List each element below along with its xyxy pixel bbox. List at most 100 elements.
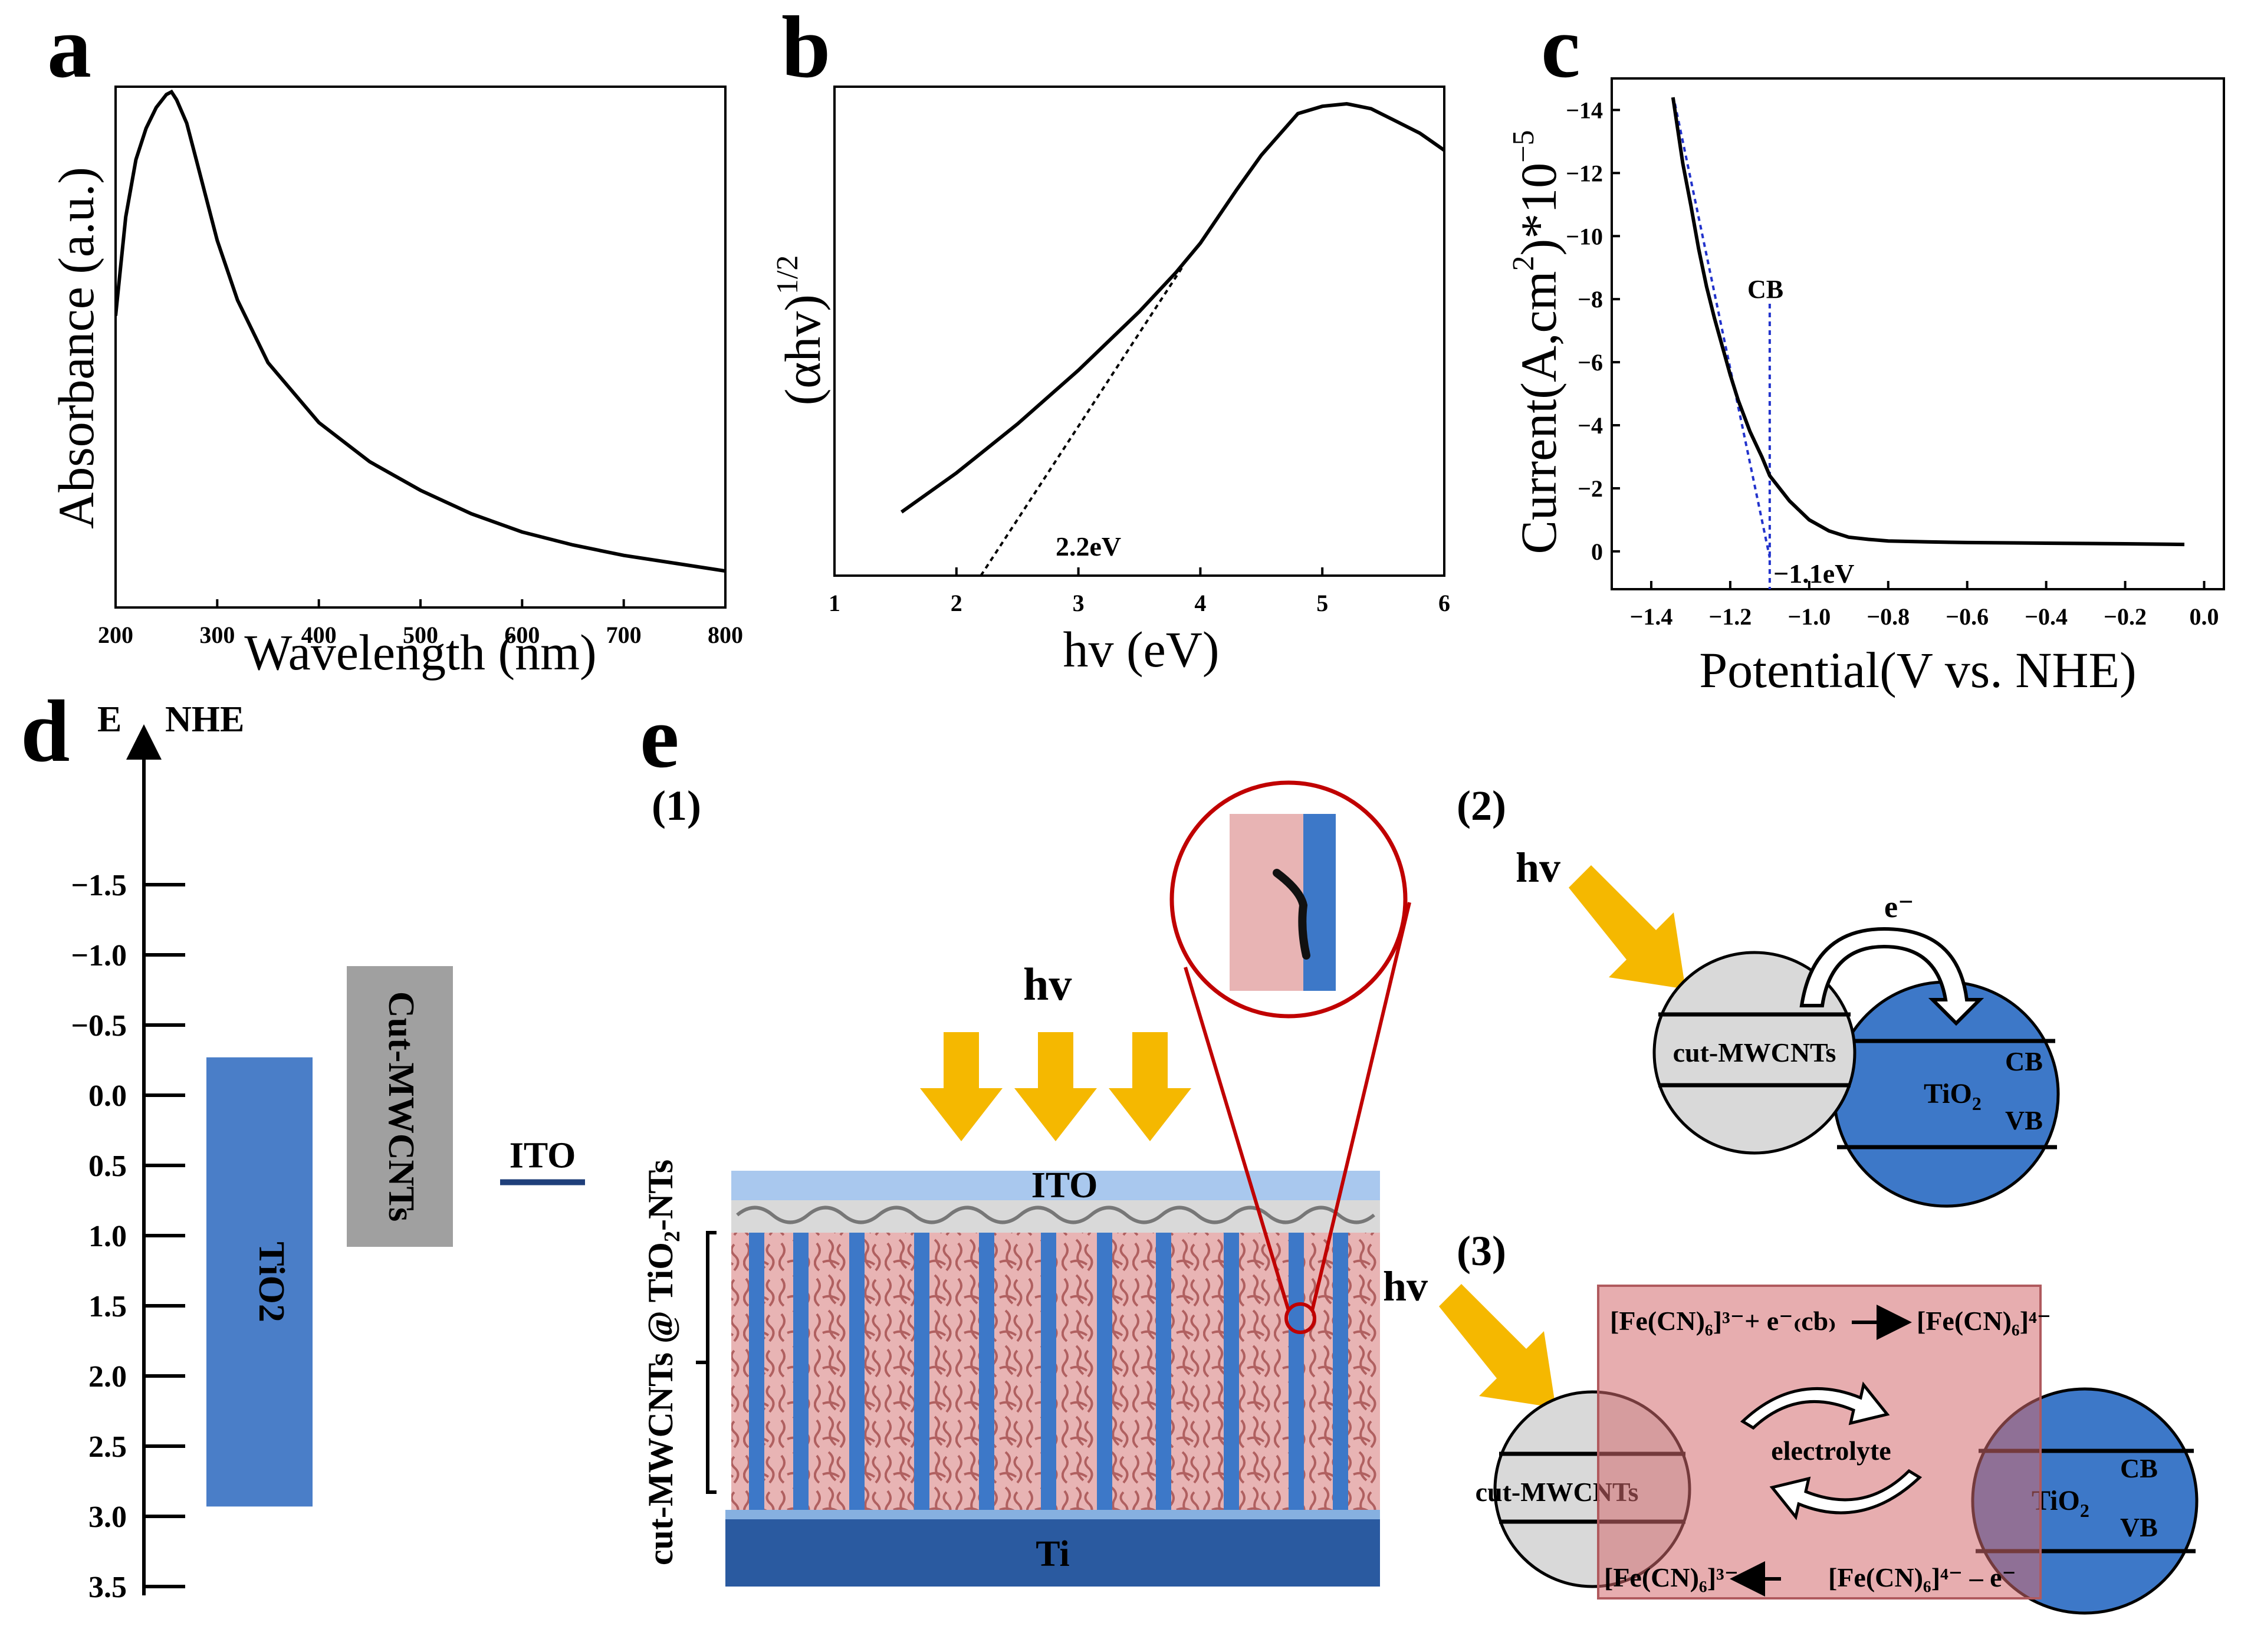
vb-label-2: VB: [2005, 1105, 2043, 1135]
panel-a: a 200 300 400 500 600 700 800 Wavelength (nm) …: [47, 0, 743, 681]
panel-c-xtick-label: −0.8: [1867, 603, 1910, 630]
panel-a-xtick-label: 600: [504, 622, 540, 648]
ti-substrate: [725, 1516, 1380, 1587]
panel-b-xtick-label: 2: [951, 590, 962, 616]
x-axis-ticks-a: 200 300 400 500 600 700 800: [98, 599, 743, 648]
panel-c-ytick-label: −4: [1578, 412, 1603, 439]
x-axis-label-a: Wavelength (nm): [244, 624, 596, 681]
energy-axis-nhe: NHE: [165, 699, 244, 740]
ti-substrate-top: [725, 1510, 1380, 1519]
panel-b-xtick-label: 3: [1073, 590, 1085, 616]
nanotube-wall: [1156, 1233, 1171, 1510]
panel-a-xtick-label: 700: [606, 622, 642, 648]
electrolyte-diagram: (3) hv cut-MWCNTs TiO2 CB VB electrolyte…: [1383, 1227, 2199, 1615]
panel-b-xtick-label: 4: [1194, 590, 1206, 616]
tauc-curve: [900, 101, 1444, 514]
panel-c-xtick-label: −1.4: [1630, 603, 1673, 630]
tangent-line-b: [980, 267, 1184, 576]
sub-label-1: (1): [652, 782, 701, 829]
light-arrow-2: [1569, 865, 1685, 989]
panel-label-e: e: [640, 688, 679, 786]
cnt-label-2: cut-MWCNTs: [1673, 1037, 1836, 1068]
nanotube-wall: [979, 1233, 994, 1510]
panel-c-ytick-label: −14: [1566, 97, 1603, 123]
energy-tick-label: 2.5: [88, 1430, 127, 1464]
device-schematic: (1) hv ITO cut-MWCNTs @ TiO2-NTs Ti: [641, 780, 1411, 1587]
hv-label-2: hv: [1516, 844, 1560, 891]
reaction-top-right: [Fe(CN)₆]⁴⁻: [1917, 1306, 2051, 1336]
energy-tick-label: −1.5: [71, 869, 127, 902]
panel-a-xtick-label: 200: [98, 622, 133, 648]
ti-substrate-label: Ti: [1036, 1534, 1069, 1574]
energy-tick-label: −0.5: [71, 1009, 127, 1043]
charge-transfer-diagram: (2) hv TiO2 CB VB cut-MWCNTs e⁻: [1457, 782, 2060, 1208]
y-axis-label-a: Absorbance (a.u.): [48, 167, 104, 529]
panel-a-xtick-label: 400: [301, 622, 337, 648]
tio2-label-2: TiO2: [1924, 1078, 1982, 1114]
array-side-label: cut-MWCNTs @ TiO2-NTs: [641, 1160, 685, 1565]
nanotube-array: [731, 1233, 1380, 1510]
panel-b-xtick-label: 5: [1316, 590, 1328, 616]
ito-layer: [731, 1171, 1380, 1200]
mott-curve: [1671, 97, 2185, 547]
energy-tick-label: −1.0: [71, 939, 127, 973]
y-axis-label-c: Current(A,cm2)*10−5: [1507, 130, 1567, 554]
reaction-bottom-left: [Fe(CN)₆]³⁻: [1604, 1562, 1739, 1592]
panel-c-xtick-label: −0.6: [1946, 603, 1989, 630]
plot-frame-a: [114, 86, 727, 609]
zoom-line-left: [1184, 967, 1290, 1311]
array-bracket: [696, 1231, 717, 1494]
panel-label-b: b: [781, 0, 830, 96]
panel-c-ytick-label: −2: [1578, 475, 1603, 502]
electrolyte-cycle-top: [1740, 1381, 1890, 1430]
panel-b: b 2.2eV 1 2 3 4 5 6 hv (eV) (αhv)1/2: [771, 0, 1450, 678]
nanotube-wall: [1041, 1233, 1056, 1510]
nanotube-wall: [1224, 1233, 1239, 1510]
cb-label-2: CB: [2005, 1046, 2043, 1076]
cb-label-3: CB: [2120, 1453, 2158, 1483]
nanotube-wall: [914, 1233, 929, 1510]
zoom-pink-region: [1230, 814, 1303, 991]
tio2-band-label: TiO2: [251, 1242, 291, 1322]
ito-level-label: ITO: [510, 1136, 576, 1176]
zoom-small-circle: [1284, 1302, 1316, 1334]
plot-frame-b: [833, 86, 1445, 577]
nanotube-wall: [1097, 1233, 1112, 1510]
bandgap-annotation: 2.2eV: [1056, 531, 1121, 561]
panel-c-ytick-label: −10: [1566, 223, 1603, 249]
zoom-cnt-contact: [1273, 869, 1310, 960]
energy-ticks: −1.5 −1.0 −0.5 0.0 0.5 1.0 1.5 2.0 2.5 3.0 3.5: [71, 869, 185, 1604]
nanotube-wall: [1333, 1233, 1348, 1510]
x-axis-label-b: hv (eV): [1063, 621, 1219, 678]
panel-label-d: d: [21, 682, 70, 780]
x-axis-ticks-b: 1 2 3 4 5 6: [829, 567, 1450, 616]
zoom-blue-wall: [1303, 814, 1336, 991]
panel-d: d E NHE −1.5 −1.0 −0.5 0.0 0.5 1.0 1.5 2.0 2.5 3.…: [21, 682, 585, 1604]
panel-b-xtick-label: 1: [829, 590, 840, 616]
panel-label-a: a: [47, 0, 91, 96]
sub-label-3: (3): [1457, 1227, 1506, 1275]
nanotube-wall: [793, 1233, 809, 1510]
energy-tick-label: 0.0: [88, 1079, 127, 1113]
panel-e: e (1) hv ITO cut-MWCNTs @ TiO2-NTs: [640, 688, 2199, 1615]
sub-label-2: (2): [1457, 782, 1506, 829]
reaction-top-left: [Fe(CN)₆]³⁻+ e⁻₍cb₎: [1610, 1306, 1836, 1336]
energy-tick-label: 0.5: [88, 1149, 127, 1183]
light-arrow-3: [1439, 1284, 1556, 1408]
panel-label-c: c: [1541, 0, 1580, 96]
cb-label-c: CB: [1747, 275, 1783, 304]
y-axis-label-b: (αhv)1/2: [771, 255, 831, 406]
cb-potential-annotation: −1.1eV: [1773, 559, 1854, 589]
panel-c-xtick-label: −0.2: [2104, 603, 2147, 630]
panel-c-ytick-label: −8: [1578, 286, 1603, 313]
cnt-interlayer-tubes: [736, 1206, 1375, 1224]
electrolyte-label: electrolyte: [1771, 1436, 1891, 1466]
plot-frame-c: [1611, 77, 2225, 590]
panel-a-xtick-label: 800: [708, 622, 743, 648]
electrolyte-cycle-bottom: [1769, 1469, 1923, 1520]
energy-tick-label: 3.5: [88, 1571, 127, 1604]
electrolyte-region: [1597, 1285, 2042, 1600]
panel-b-xtick-label: 6: [1438, 590, 1450, 616]
zoom-line-right: [1310, 902, 1411, 1311]
